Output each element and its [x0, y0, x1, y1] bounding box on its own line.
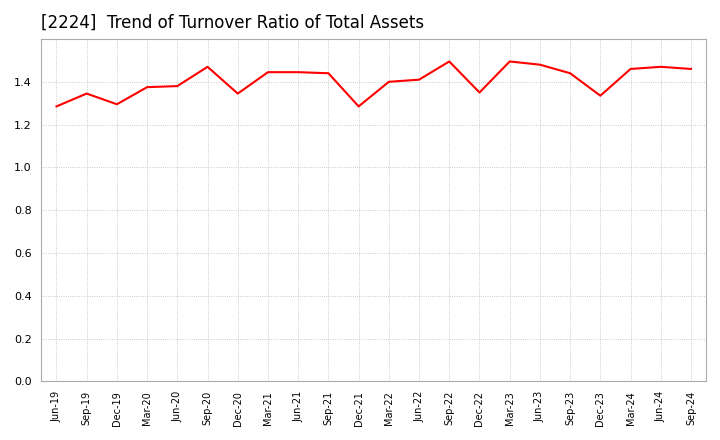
Text: [2224]  Trend of Turnover Ratio of Total Assets: [2224] Trend of Turnover Ratio of Total … — [41, 14, 425, 32]
